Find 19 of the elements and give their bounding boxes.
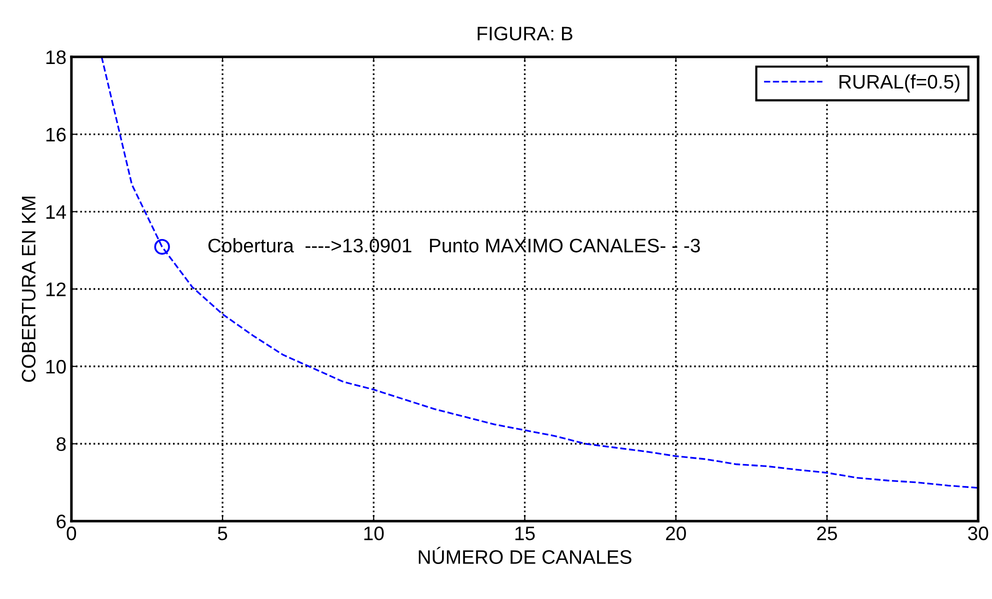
- chart-title: FIGURA: B: [478, 26, 572, 40]
- y-tick-label: 6: [56, 514, 66, 528]
- y-tick-label: 18: [46, 50, 66, 64]
- y-tick-label: 10: [46, 360, 66, 374]
- y-tick-label: 16: [46, 128, 66, 142]
- legend-label: RURAL(f=0.5): [840, 74, 960, 93]
- y-tick-label: 12: [46, 282, 66, 296]
- y-tick-label: 14: [46, 205, 66, 219]
- y-axis-title: COBERTURA EN KM: [22, 196, 36, 382]
- x-tick-label: 0: [66, 526, 76, 540]
- x-tick-label: 5: [218, 526, 228, 540]
- x-tick-label: 10: [364, 526, 384, 540]
- x-tick-label: 25: [817, 526, 837, 540]
- x-tick-label: 30: [968, 526, 988, 540]
- x-tick-label: 20: [666, 526, 686, 540]
- line-series: [100, 56, 978, 489]
- y-tick-label: 8: [56, 437, 66, 451]
- x-axis-title: NÚMERO DE CANALES: [418, 546, 632, 564]
- x-tick-label: 15: [515, 526, 535, 540]
